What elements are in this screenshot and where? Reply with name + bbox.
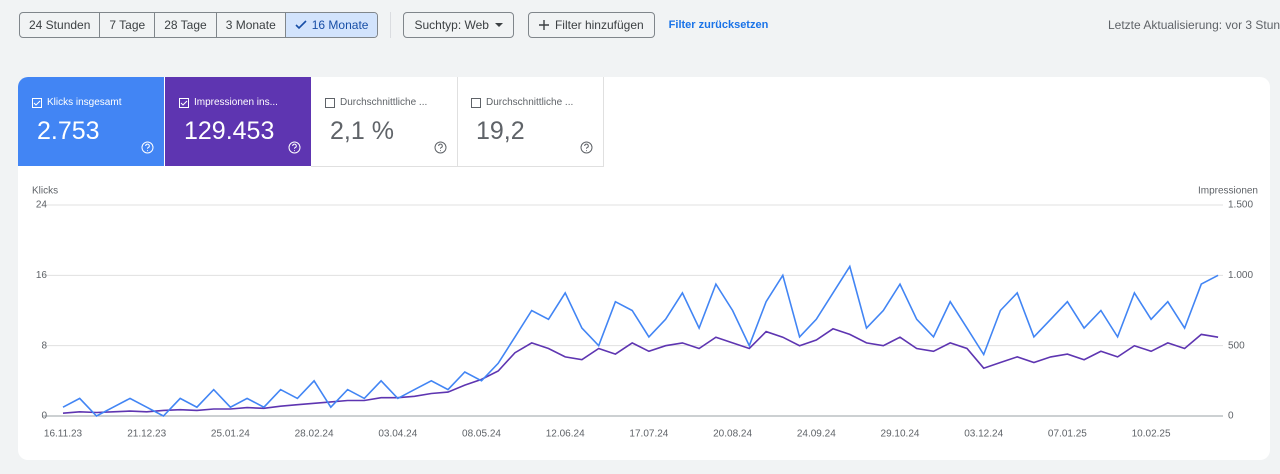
y2-tick-label: 0 <box>1228 411 1234 422</box>
range-selected[interactable]: 16 Monate <box>285 13 378 37</box>
add-filter[interactable]: Filter hinzufügen <box>527 12 655 38</box>
search-type[interactable]: Suchtyp: Web <box>403 12 514 38</box>
checkbox <box>179 97 189 108</box>
dropdown-icon <box>494 22 503 27</box>
reset-filter[interactable]: Filter zurücksetzen <box>668 19 769 31</box>
checkbox <box>471 97 481 108</box>
search-type-label: Suchtyp: Web <box>414 18 489 32</box>
help-icon <box>580 141 593 154</box>
x-tick-label: 29.10.24 <box>881 429 920 440</box>
card-value: 19,2 <box>476 117 525 145</box>
metric-card[interactable]: Klicks insgesamt 2.753 <box>18 77 164 166</box>
help-icon <box>288 141 301 154</box>
y-tick-label: 8 <box>41 340 47 351</box>
y-axis-label: Klicks <box>32 186 58 197</box>
help-icon <box>434 141 447 154</box>
x-tick-label: 10.02.25 <box>1132 429 1171 440</box>
x-tick-label: 28.02.24 <box>295 429 334 440</box>
x-tick-label: 03.12.24 <box>964 429 1003 440</box>
card-value: 2.753 <box>37 117 100 145</box>
card-label: Durchschnittliche ... <box>486 97 574 108</box>
series-line <box>62 264 1219 417</box>
y-tick-label: 24 <box>36 200 48 211</box>
x-tick-label: 24.09.24 <box>797 429 836 440</box>
checkbox <box>325 97 335 108</box>
y2-tick-label: 500 <box>1228 340 1245 351</box>
plus-icon <box>538 20 549 30</box>
x-tick-label: 17.07.24 <box>629 429 668 440</box>
last-update: Letzte Aktualisierung: vor 3 Stunden <box>1108 18 1280 32</box>
range-label: 16 Monate <box>311 18 369 32</box>
x-tick-label: 03.04.24 <box>378 429 417 440</box>
range[interactable]: 7 Tage <box>100 13 156 37</box>
y-tick-label: 16 <box>36 270 48 281</box>
metric-card[interactable]: Durchschnittliche ... 19,2 <box>457 77 604 167</box>
y2-axis-label: Impressionen <box>1198 186 1258 197</box>
y-tick-label: 0 <box>41 411 47 422</box>
separator <box>390 12 392 38</box>
y2-tick-label: 1.000 <box>1228 270 1253 281</box>
x-tick-label: 21.12.23 <box>127 429 166 440</box>
metric-card[interactable]: Durchschnittliche ... 2,1 % <box>311 77 458 167</box>
x-tick-label: 16.11.23 <box>44 429 83 440</box>
range[interactable]: 28 Tage <box>155 13 217 37</box>
range[interactable]: 24 Stunden <box>20 13 101 37</box>
card-label: Durchschnittliche ... <box>340 97 428 108</box>
range[interactable]: 3 Monate <box>217 13 286 37</box>
metric-card[interactable]: Impressionen ins... 129.453 <box>165 77 311 166</box>
card-value: 2,1 % <box>330 117 394 145</box>
series-line <box>62 327 1219 414</box>
x-tick-label: 07.01.25 <box>1048 429 1087 440</box>
card-value: 129.453 <box>184 117 275 145</box>
x-tick-label: 20.08.24 <box>713 429 752 440</box>
card-label: Klicks insgesamt <box>47 97 122 108</box>
toolbar: 24 Stunden 7 Tage 28 Tage 3 Monate 16 Mo… <box>19 12 1280 38</box>
card-label: Impressionen ins... <box>194 97 278 108</box>
check-icon <box>295 20 307 30</box>
x-tick-label: 08.05.24 <box>462 429 501 440</box>
x-tick-label: 25.01.24 <box>211 429 250 440</box>
performance-panel: Klicks insgesamt 2.753 Impressionen ins..… <box>18 77 1270 460</box>
help-icon <box>141 141 154 154</box>
y2-tick-label: 1.500 <box>1228 200 1253 211</box>
checkbox <box>32 97 42 108</box>
x-tick-label: 12.06.24 <box>546 429 585 440</box>
add-filter-label: Filter hinzufügen <box>554 18 644 32</box>
range-selector: 24 Stunden 7 Tage 28 Tage 3 Monate 16 Mo… <box>19 12 379 38</box>
